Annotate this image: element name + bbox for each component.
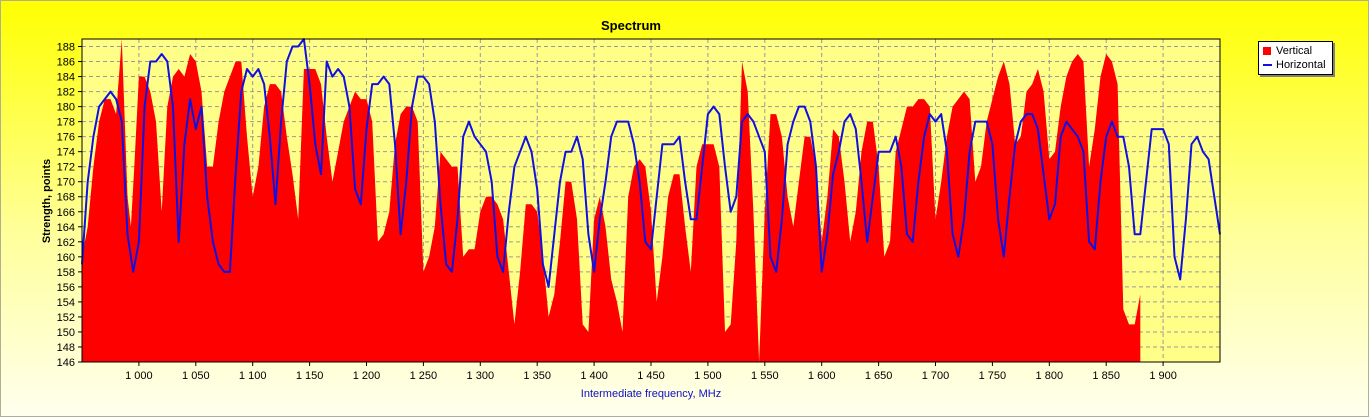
x-tick-label: 1 150 xyxy=(296,370,324,382)
y-tick-label: 168 xyxy=(57,192,75,204)
x-tick-label: 1 600 xyxy=(808,370,836,382)
legend-swatch-vertical xyxy=(1263,47,1271,55)
y-tick-label: 148 xyxy=(57,342,75,354)
x-tick-label: 1 400 xyxy=(580,370,608,382)
y-tick-label: 156 xyxy=(57,282,75,294)
legend-item-horizontal: Horizontal xyxy=(1263,58,1326,72)
x-tick-label: 1 700 xyxy=(922,370,950,382)
y-tick-label: 178 xyxy=(57,117,75,129)
x-tick-label: 1 050 xyxy=(182,370,210,382)
legend-label-vertical: Vertical xyxy=(1276,45,1313,57)
x-tick-label: 1 850 xyxy=(1092,370,1120,382)
x-tick-label: 1 650 xyxy=(865,370,893,382)
y-tick-label: 180 xyxy=(57,102,75,114)
x-tick-label: 1 550 xyxy=(751,370,779,382)
y-tick-label: 170 xyxy=(57,177,75,189)
y-tick-label: 176 xyxy=(57,132,75,144)
legend-swatch-horizontal xyxy=(1263,64,1272,66)
x-tick-label: 1 750 xyxy=(979,370,1007,382)
y-tick-label: 146 xyxy=(57,357,75,369)
x-tick-label: 1 350 xyxy=(523,370,551,382)
x-tick-label: 1 300 xyxy=(467,370,495,382)
legend-item-vertical: Vertical xyxy=(1263,44,1326,58)
series-horizontal-line xyxy=(81,38,1221,288)
x-tick-label: 1 000 xyxy=(125,370,153,382)
x-axis-label: Intermediate frequency, MHz xyxy=(580,388,722,400)
y-tick-label: 164 xyxy=(57,222,75,234)
y-tick-label: 186 xyxy=(57,57,75,69)
y-tick-label: 166 xyxy=(57,207,75,219)
legend-label-horizontal: Horizontal xyxy=(1276,59,1326,71)
y-tick-label: 154 xyxy=(57,297,75,309)
x-tick-label: 1 900 xyxy=(1149,370,1177,382)
x-tick-label: 1 800 xyxy=(1036,370,1064,382)
chart-title: Spectrum xyxy=(601,18,661,33)
y-tick-label: 174 xyxy=(57,147,75,159)
series-vertical-area xyxy=(82,39,1141,362)
y-tick-label: 150 xyxy=(57,327,75,339)
y-tick-label: 188 xyxy=(57,42,75,54)
x-tick-label: 1 250 xyxy=(410,370,438,382)
y-tick-label: 182 xyxy=(57,87,75,99)
x-tick-label: 1 500 xyxy=(694,370,722,382)
x-tick-label: 1 450 xyxy=(637,370,665,382)
y-tick-label: 172 xyxy=(57,162,75,174)
x-tick-label: 1 100 xyxy=(239,370,267,382)
y-tick-label: 160 xyxy=(57,252,75,264)
y-tick-label: 162 xyxy=(57,237,75,249)
x-tick-label: 1 200 xyxy=(353,370,381,382)
y-tick-label: 158 xyxy=(57,267,75,279)
y-axis-label: Strength, points xyxy=(41,158,53,244)
y-tick-label: 152 xyxy=(57,312,75,324)
legend: Vertical Horizontal xyxy=(1258,41,1333,75)
y-tick-label: 184 xyxy=(57,72,75,84)
